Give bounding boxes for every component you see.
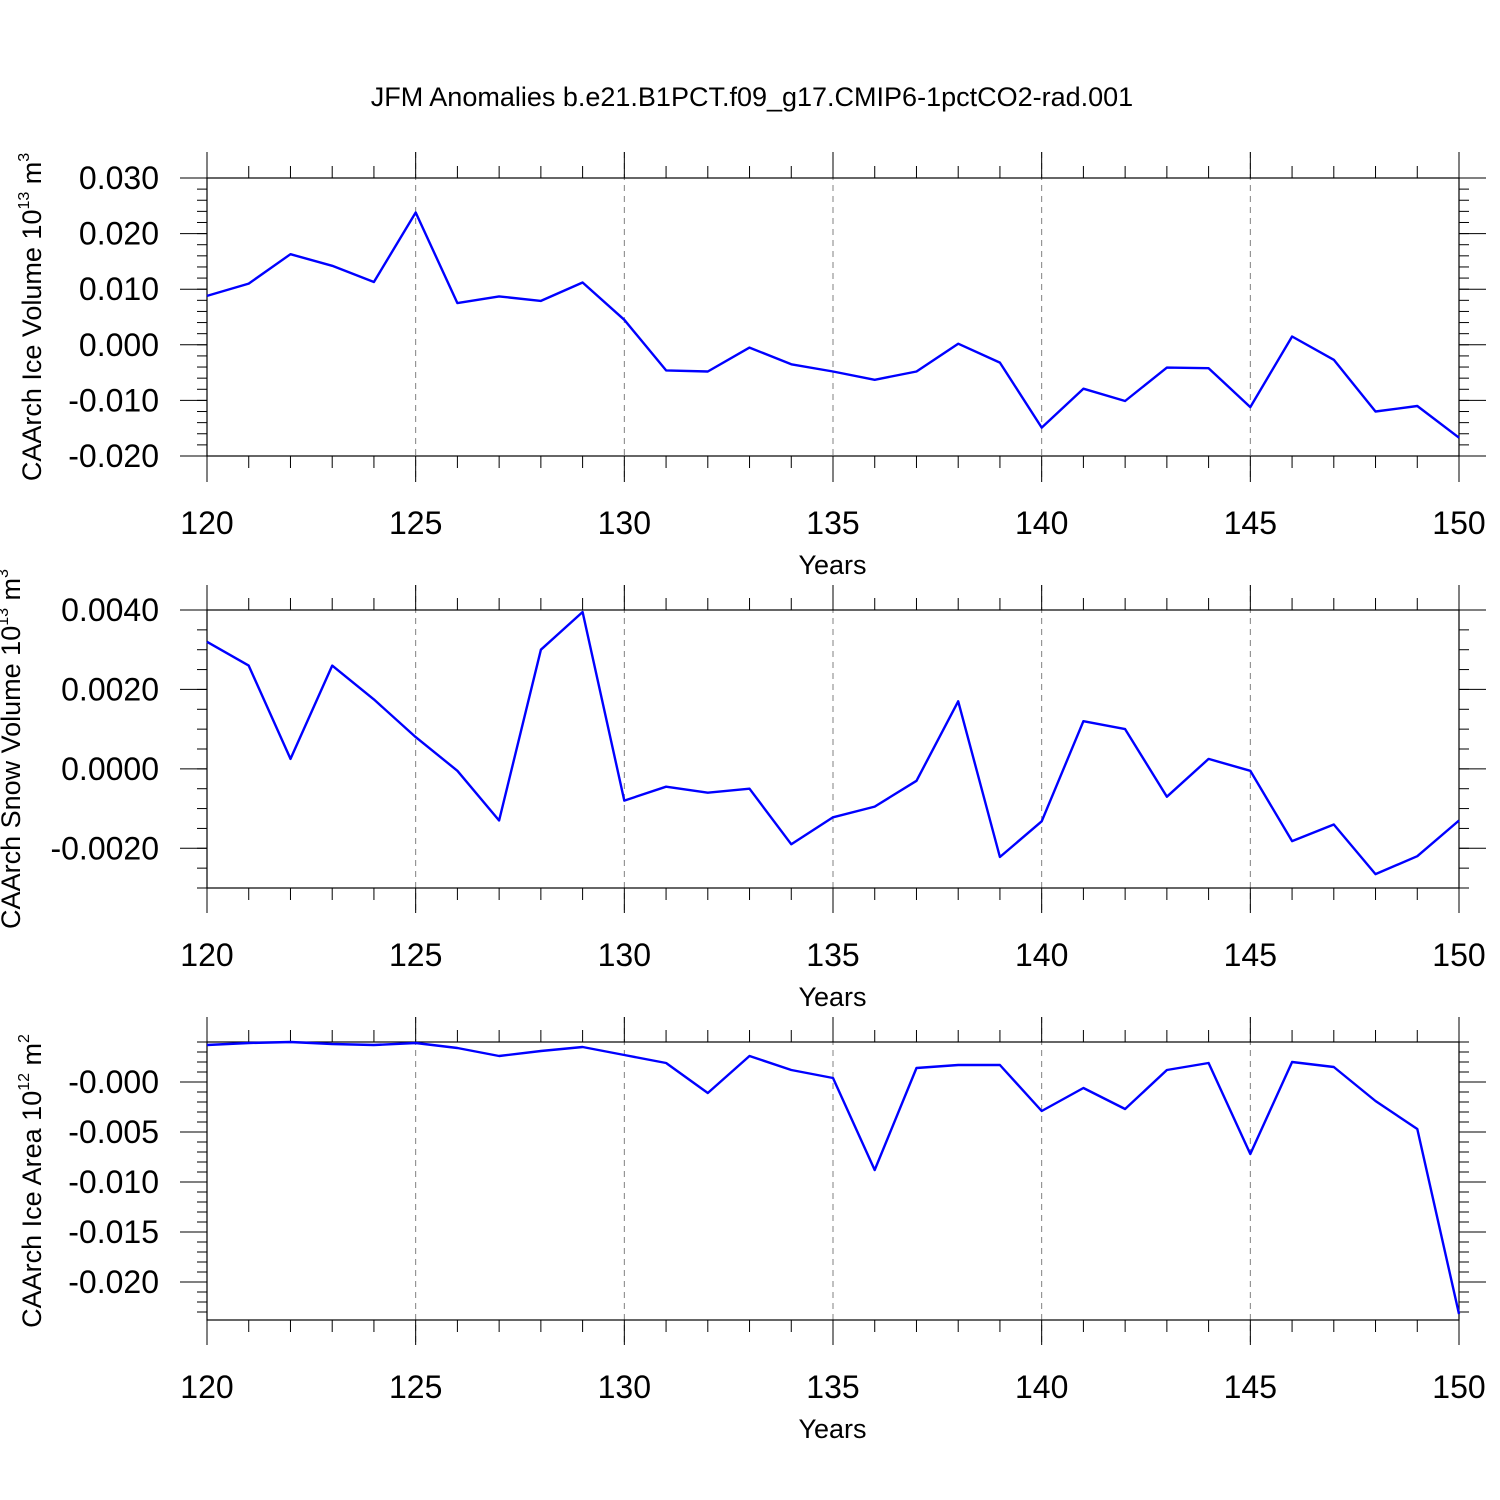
y-axis-label-unit-exponent: 3 [16, 153, 33, 162]
x-axis-label: Years [798, 1414, 866, 1444]
x-tick-label: 130 [598, 937, 651, 973]
x-tick-label: 140 [1015, 505, 1068, 541]
y-axis-label-unit: m [17, 162, 47, 192]
y-axis-label-text: CAArch Ice Area 10 [17, 1091, 47, 1328]
chart-panel-1: 0.030 0.020 0.010 0.000 -0.010 -0.020 120 125 13… [16, 152, 1486, 580]
x-tick-label: 140 [1015, 1369, 1068, 1405]
x-tick-label: 125 [389, 505, 442, 541]
x-tick-label: 145 [1224, 1369, 1277, 1405]
y-axis-label-unit-exponent: 2 [16, 1034, 33, 1043]
y-tick-label: 0.030 [79, 160, 159, 196]
y-axis-label-exponent: 12 [16, 1073, 33, 1091]
y-axis-label: CAArch Snow Volume 1013 m3 [0, 569, 26, 929]
y-tick-label: -0.010 [68, 382, 159, 418]
x-tick-label: 150 [1432, 937, 1485, 973]
series-line [206, 610, 1460, 876]
y-tick-label: -0.020 [68, 438, 159, 474]
y-axis-label-exponent: 13 [16, 192, 33, 210]
x-tick-label: 140 [1015, 937, 1068, 973]
y-axis-label: CAArch Ice Volume 1013 m3 [16, 153, 47, 481]
x-tick-label: 125 [389, 937, 442, 973]
y-axis-label-text: CAArch Snow Volume 10 [0, 626, 26, 929]
y-tick-label: -0.0020 [50, 830, 159, 866]
y-tick-label: -0.020 [68, 1264, 159, 1300]
chart-panel-2: 0.0040 0.0020 0.0000 -0.0020 120 125 130 135 140… [0, 569, 1486, 1012]
x-tick-label: 120 [180, 937, 233, 973]
y-axis-label-unit-exponent: 3 [0, 569, 12, 578]
series-line [206, 211, 1460, 439]
y-axis-label-text: CAArch Ice Volume 10 [17, 210, 47, 482]
y-axis-label-unit: m [17, 1043, 47, 1073]
y-tick-label: 0.0020 [61, 671, 159, 707]
y-tick-label: -0.005 [68, 1114, 159, 1150]
x-tick-label: 135 [806, 505, 859, 541]
y-tick-label: 0.020 [79, 216, 159, 252]
figure-title: JFM Anomalies b.e21.B1PCT.f09_g17.CMIP6-… [371, 82, 1133, 112]
y-tick-label: 0.0000 [61, 751, 159, 787]
x-tick-label: 150 [1432, 1369, 1485, 1405]
x-tick-label: 125 [389, 1369, 442, 1405]
y-tick-label: 0.010 [79, 271, 159, 307]
y-tick-label: -0.010 [68, 1164, 159, 1200]
x-tick-label: 120 [180, 1369, 233, 1405]
chart-panels: 0.030 0.020 0.010 0.000 -0.010 -0.020 120 125 13… [0, 152, 1486, 1444]
x-tick-label: 135 [806, 937, 859, 973]
y-tick-label: 0.000 [79, 327, 159, 363]
x-tick-label: 145 [1224, 937, 1277, 973]
x-axis-label: Years [798, 982, 866, 1012]
y-tick-label: -0.000 [68, 1064, 159, 1100]
y-tick-label: -0.015 [68, 1214, 159, 1250]
x-tick-label: 150 [1432, 505, 1485, 541]
series-line [206, 1040, 1461, 1315]
x-tick-label: 130 [598, 1369, 651, 1405]
x-axis-label: Years [798, 550, 866, 580]
x-tick-label: 135 [806, 1369, 859, 1405]
x-tick-label: 145 [1224, 505, 1277, 541]
x-tick-label: 120 [180, 505, 233, 541]
y-axis-label-unit: m [0, 578, 26, 608]
y-tick-label: 0.0040 [61, 592, 159, 628]
x-tick-label: 130 [598, 505, 651, 541]
y-axis-label-exponent: 13 [0, 608, 12, 626]
y-axis-label: CAArch Ice Area 1012 m2 [16, 1034, 47, 1328]
chart-panel-3: -0.000 -0.005 -0.010 -0.015 -0.020 120 125 130 1… [16, 1017, 1486, 1444]
